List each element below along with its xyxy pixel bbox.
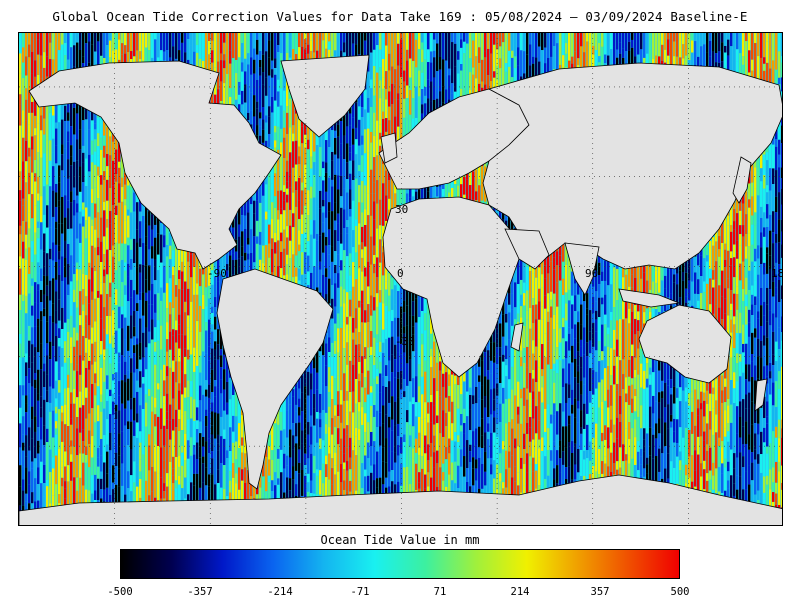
asia [482, 62, 782, 270]
india [564, 242, 600, 296]
landmasses [19, 54, 782, 525]
colorbar-tick-label: 214 [510, 586, 530, 598]
colorbar-tick-label: -357 [187, 586, 213, 598]
colorbar-tick-label: -71 [350, 586, 370, 598]
colorbar [120, 549, 680, 579]
colorbar-tick-label: 357 [590, 586, 610, 598]
lat-label: -30 [395, 335, 415, 348]
japan [732, 156, 752, 204]
south-america [216, 268, 334, 490]
colorbar-tick-label: -214 [267, 586, 293, 598]
colorbar-tick-label: 71 [433, 586, 447, 598]
lon-label: -90 [207, 267, 227, 280]
lat-label: 30 [395, 203, 408, 216]
colorbar-title: Ocean Tide Value in mm [320, 533, 480, 547]
madagascar [510, 322, 524, 352]
lon-label: 180 [771, 267, 783, 280]
antarctica [19, 474, 782, 525]
new-zealand [754, 378, 768, 412]
uk [380, 132, 398, 164]
chart-title: Global Ocean Tide Correction Values for … [52, 9, 748, 24]
graticule-labels: -90 0 90 180 30 -30 [207, 203, 783, 348]
world-tide-map: -90 0 90 180 30 -30 [18, 32, 783, 526]
greenland [280, 54, 370, 138]
australia [638, 304, 732, 384]
colorbar-tick-label: 500 [670, 586, 690, 598]
africa [382, 196, 520, 378]
colorbar-tick-label: -500 [107, 586, 133, 598]
indonesia [618, 288, 681, 308]
north-america [28, 60, 282, 270]
lon-label: 90 [585, 267, 598, 280]
lon-label: 0 [397, 267, 404, 280]
arabia [504, 228, 550, 270]
